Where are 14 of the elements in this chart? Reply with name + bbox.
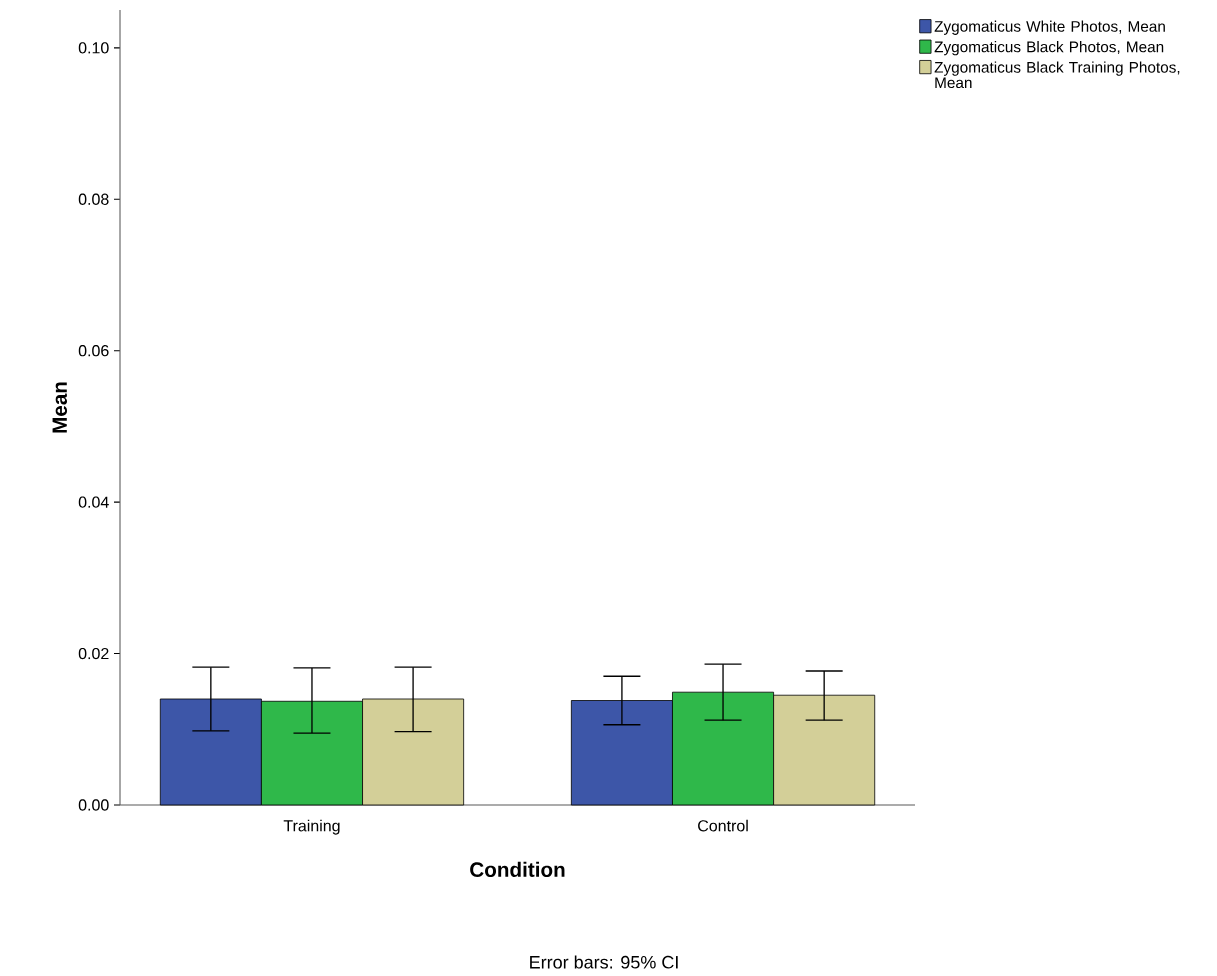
legend-label: Zygomaticus Black Training Photos, Mean [934,61,1180,89]
y-tick-label: 0.08 [78,193,109,205]
x-tick-label: Control [698,819,748,832]
y-tick-label: 0.00 [78,799,109,811]
x-axis-title: Condition [470,861,565,877]
y-axis-title: Mean [52,382,67,433]
legend-label: Zygomaticus Black Photos, Mean [934,41,1164,56]
y-tick-label: 0.02 [78,647,109,660]
x-tick-label: Training [283,819,340,835]
y-tick-label: 0.06 [78,345,109,357]
legend-label: Zygomaticus White Photos, Mean [934,20,1165,35]
y-tick-label: 0.10 [78,42,109,54]
y-tick-label: 0.04 [78,496,109,508]
text: Error bars: 95% CI [530,955,678,969]
